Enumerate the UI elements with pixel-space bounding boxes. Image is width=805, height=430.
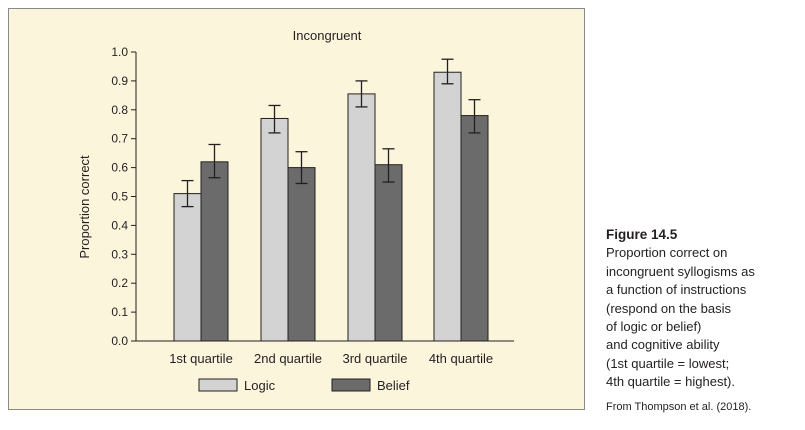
caption-line: a function of instructions xyxy=(606,282,747,298)
bar-logic xyxy=(260,117,289,342)
bar-logic xyxy=(173,193,202,342)
x-tick-label: 2nd quartile xyxy=(254,351,322,366)
y-tick-label: 0.3 xyxy=(111,247,128,261)
caption-line: incongruent syllogisms as xyxy=(606,263,755,279)
bar-logic xyxy=(347,93,376,342)
bar-logic xyxy=(433,71,462,342)
bar-belief xyxy=(287,167,316,342)
axes: 0.0 0.1 0.2 0.3 0.4 0.5 0.6 0.7 0.8 0.9 1.0 xyxy=(111,45,514,348)
legend-swatch-belief xyxy=(331,378,371,392)
legend-swatch-logic xyxy=(198,378,238,392)
y-axis-label: Proportion correct xyxy=(77,155,92,259)
y-tick-label: 0.2 xyxy=(111,276,128,290)
bar-belief xyxy=(460,115,489,342)
x-tick-label: 3rd quartile xyxy=(342,351,407,366)
error-bars xyxy=(181,58,481,208)
figure-source: From Thompson et al. (2018). xyxy=(606,400,752,413)
caption-line: (respond on the basis xyxy=(606,300,732,316)
y-tick-label: 0.4 xyxy=(111,218,128,232)
bars xyxy=(173,71,489,342)
y-tick-label: 0.6 xyxy=(111,161,128,175)
legend-label-logic: Logic xyxy=(244,378,276,393)
y-tick-label: 0.9 xyxy=(111,74,128,88)
legend-label-belief: Belief xyxy=(377,378,410,393)
caption-line: of logic or belief) xyxy=(606,319,702,335)
bar-chart: Incongruent Proportion correct 0.0 0.1 0.2… xyxy=(77,28,514,393)
caption-line: (1st quartile = lowest; xyxy=(606,355,730,371)
x-tick-label: 1st quartile xyxy=(169,351,233,366)
figure-caption: Figure 14.5 Proportion correct on incong… xyxy=(606,226,801,416)
y-tick-label: 0.7 xyxy=(111,132,128,146)
y-tick-label: 1.0 xyxy=(111,45,128,59)
figure-panel: Incongruent Proportion correct 0.0 0.1 0.2… xyxy=(8,8,585,410)
figure-label: Figure 14.5 xyxy=(606,227,678,242)
bar-belief xyxy=(200,161,229,342)
y-tick-label: 0.8 xyxy=(111,103,128,117)
y-tick-label: 0.0 xyxy=(111,334,128,348)
chart-title: Incongruent xyxy=(293,28,362,43)
legend: Logic Belief xyxy=(198,378,410,393)
y-tick-label: 0.5 xyxy=(111,190,128,204)
x-tick-label: 4th quartile xyxy=(429,351,493,366)
x-tick-labels: 1st quartile 2nd quartile 3rd quartile 4th … xyxy=(169,351,493,366)
bar-belief xyxy=(374,164,403,342)
caption-line: and cognitive ability xyxy=(606,337,720,353)
caption-line: 4th quartile = highest). xyxy=(606,374,735,390)
y-tick-label: 0.1 xyxy=(111,305,128,319)
caption-line: Proportion correct on xyxy=(606,245,728,261)
